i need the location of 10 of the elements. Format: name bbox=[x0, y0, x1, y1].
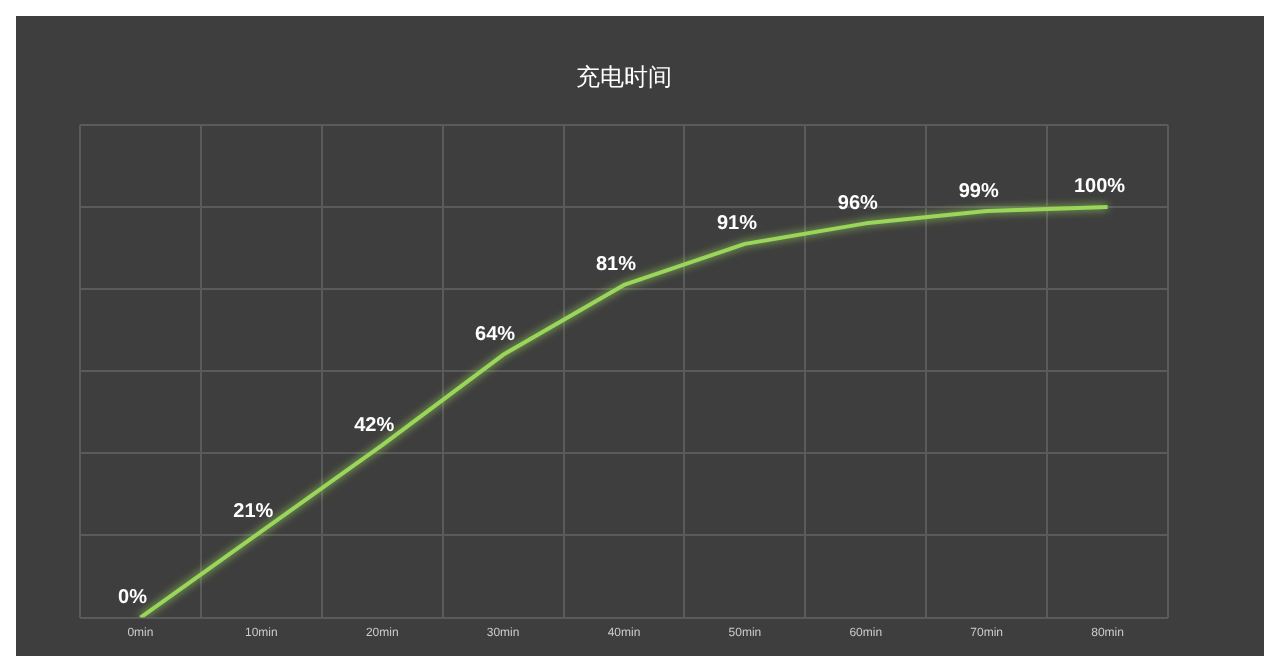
data-label: 99% bbox=[958, 180, 999, 203]
data-label: 96% bbox=[837, 192, 879, 215]
data-label: 21% bbox=[233, 500, 274, 523]
data-label: 81% bbox=[595, 254, 637, 277]
data-label: 64% bbox=[475, 324, 516, 347]
chart-title: 充电时间 bbox=[576, 62, 672, 91]
data-label: 100% bbox=[1073, 176, 1126, 199]
data-label: 42% bbox=[354, 414, 395, 437]
data-label: 91% bbox=[716, 213, 758, 236]
data-label: 0% bbox=[117, 587, 148, 610]
